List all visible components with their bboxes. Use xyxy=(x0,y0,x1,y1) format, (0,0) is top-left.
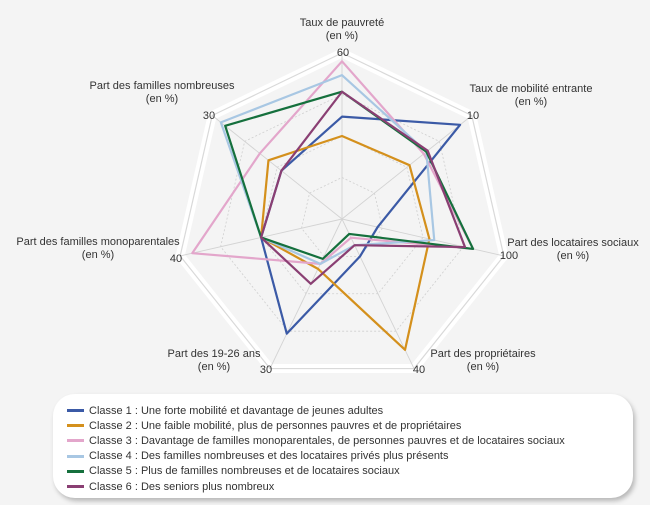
axis-label-2-line-1: Taux de mobilité entrante xyxy=(470,83,593,95)
radar-ring-2 xyxy=(260,135,424,295)
legend-item-classe-1: Classe 1 : Une forte mobilité et davanta… xyxy=(67,403,565,418)
legend-label: Classe 6 : Des seniors plus nombreux xyxy=(89,480,275,493)
radar-spoke-4 xyxy=(341,218,415,369)
legend-label: Classe 1 : Une forte mobilité et davanta… xyxy=(89,404,384,417)
axis-max-tick-7: 30 xyxy=(203,110,215,122)
axis-label-2-line-2: (en %) xyxy=(515,96,547,108)
axis-max-tick-4: 40 xyxy=(413,364,425,376)
series-line-classe-6 xyxy=(259,90,467,285)
axis-label-3-line-2: (en %) xyxy=(557,250,589,262)
axis-label-5-line-1: Part des 19-26 ans xyxy=(168,348,261,360)
radar-spoke-5 xyxy=(269,218,343,369)
axis-max-tick-6: 40 xyxy=(170,253,182,265)
radar-series xyxy=(191,60,475,351)
legend-item-classe-2: Classe 2 : Une faible mobilité, plus de … xyxy=(67,418,565,433)
legend-swatch xyxy=(67,469,84,473)
axis-max-tick-5: 30 xyxy=(260,364,272,376)
legend: Classe 1 : Une forte mobilité et davanta… xyxy=(53,394,633,498)
legend-item-classe-5: Classe 5 : Plus de familles nombreuses e… xyxy=(67,464,565,479)
axis-max-tick-2: 10 xyxy=(467,110,479,122)
legend-label: Classe 3 : Davantage de familles monopar… xyxy=(89,434,565,447)
legend-swatch xyxy=(67,424,84,428)
legend-swatch xyxy=(67,439,84,443)
axis-label-7-line-2: (en %) xyxy=(146,93,178,105)
legend-swatch xyxy=(67,454,84,458)
series-line-classe-4 xyxy=(219,74,436,265)
legend-label: Classe 4 : Des familles nombreuses et de… xyxy=(89,450,449,463)
radar-spoke-2 xyxy=(341,115,473,220)
legend-item-classe-6: Classe 6 : Des seniors plus nombreux xyxy=(67,479,565,494)
series-line-classe-3 xyxy=(191,60,475,265)
axis-label-5-line-2: (en %) xyxy=(198,361,230,373)
axis-label-4-line-1: Part des propriétaires xyxy=(430,348,536,360)
legend-item-classe-4: Classe 4 : Des familles nombreuses et de… xyxy=(67,449,565,464)
axis-label-6-line-2: (en %) xyxy=(82,249,114,261)
radar-grid xyxy=(175,48,509,374)
radar-spoke-3 xyxy=(341,218,504,257)
series-line-classe-2 xyxy=(259,134,431,351)
legend-swatch xyxy=(67,409,84,413)
axis-max-tick-1: 60 xyxy=(337,47,349,59)
legend-item-classe-3: Classe 3 : Davantage de familles monopar… xyxy=(67,433,565,448)
axis-label-3-line-1: Part des locataires sociaux xyxy=(507,237,639,249)
legend-label: Classe 2 : Une faible mobilité, plus de … xyxy=(89,419,462,432)
radar-spoke-7 xyxy=(211,115,343,220)
legend-label: Classe 5 : Plus de familles nombreuses e… xyxy=(89,465,400,478)
axis-label-7-line-1: Part des familles nombreuses xyxy=(90,80,235,92)
axis-label-4-line-2: (en %) xyxy=(467,361,499,373)
axis-label-1-line-2: (en %) xyxy=(326,30,358,42)
radar-frame xyxy=(179,52,505,370)
legend-swatch xyxy=(67,485,84,489)
legend-list: Classe 1 : Une forte mobilité et davanta… xyxy=(67,403,565,494)
axis-label-6-line-1: Part des familles monoparentales xyxy=(16,236,180,248)
axis-label-1-line-1: Taux de pauvreté xyxy=(300,17,384,29)
axis-max-tick-3: 100 xyxy=(500,250,518,262)
